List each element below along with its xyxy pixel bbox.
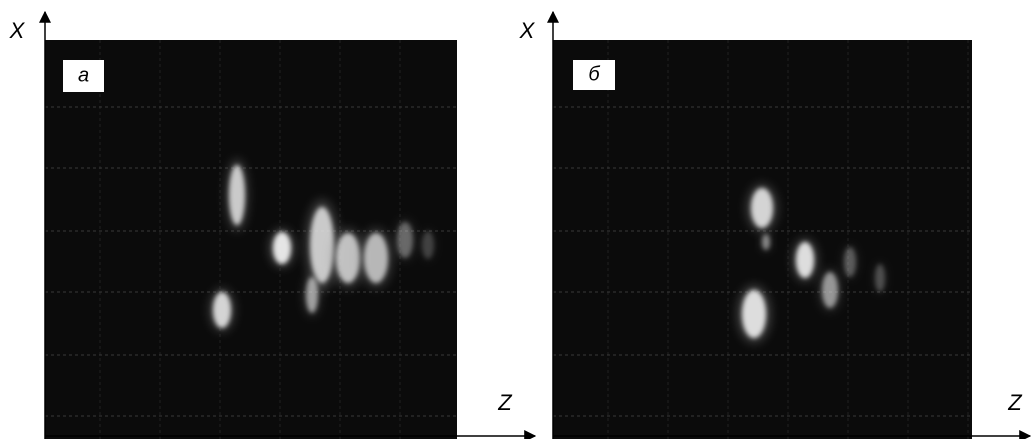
echo-blob (213, 292, 231, 328)
echo-blob (742, 290, 766, 338)
echo-blob (822, 272, 838, 308)
panel-label: а (78, 64, 89, 86)
y-axis-label: X (9, 18, 26, 43)
figure: X Zа X Zб (0, 0, 1035, 439)
panel: X Zа (9, 12, 535, 439)
echo-blob (397, 222, 413, 258)
echo-blob (875, 264, 885, 292)
echo-blob (310, 207, 334, 283)
echo-blob (336, 233, 360, 283)
echo-blob (364, 233, 388, 283)
echo-blob (273, 232, 291, 264)
x-axis-label: Z (1007, 390, 1023, 415)
echo-blob (306, 277, 318, 313)
panel-label: б (588, 63, 600, 85)
echo-blob (229, 165, 245, 225)
echo-blob (762, 234, 770, 250)
x-axis-label: Z (497, 390, 513, 415)
echo-blob (751, 188, 773, 228)
echo-blob (844, 247, 856, 277)
echo-blob (796, 242, 814, 278)
panel: X Zб (519, 12, 1030, 439)
y-axis-label: X (519, 18, 536, 43)
echo-blob (422, 231, 434, 259)
